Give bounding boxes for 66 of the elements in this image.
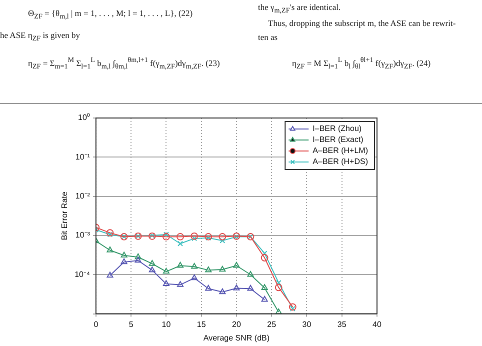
x-tick-label: 25 — [267, 320, 277, 329]
y-axis-title: Bit Error Rate — [60, 191, 70, 240]
point — [191, 274, 198, 280]
x-tick-label: 5 — [128, 320, 134, 329]
point — [106, 272, 114, 278]
y-tick-label: 10⁻² — [75, 192, 90, 201]
point — [120, 258, 128, 264]
point — [162, 280, 170, 286]
x-tick-label: 15 — [196, 320, 206, 329]
x-axis-title: Average SNR (dB) — [203, 333, 270, 342]
point — [219, 288, 226, 294]
legend-label: I–BER (Exact) — [312, 135, 364, 144]
point — [261, 296, 268, 302]
text: η$_{ZF}$ = M Σ$_{l=1}$$^{L}$ b$_{l}$ ∫$_{θl}$$^{θl+1}$ f(γ$_{ZF}$)dγ$_{ZF}$. (24) — [292, 56, 431, 71]
legend-label: I–BER (Zhou) — [312, 124, 362, 134]
point — [148, 260, 156, 266]
point — [261, 284, 268, 290]
point — [247, 284, 254, 291]
point — [134, 253, 142, 260]
point — [191, 262, 198, 269]
point — [274, 284, 282, 292]
legend-label: A–BER (H+DS) — [312, 157, 368, 166]
point — [220, 238, 226, 244]
y-tick-label: 10⁰ — [78, 113, 90, 122]
x-tick-label: 0 — [94, 320, 99, 329]
point — [219, 266, 226, 272]
y-tick-label: 10⁻³ — [75, 230, 90, 240]
y-tick-label: 10⁻⁴ — [74, 270, 90, 279]
point — [218, 233, 226, 240]
legend-label: A–BER (H+LM) — [312, 146, 368, 156]
point — [177, 240, 184, 246]
text: he ASE η$_{ZF}$ is given by — [0, 30, 80, 43]
point — [107, 232, 113, 238]
point — [233, 262, 240, 268]
point — [275, 308, 282, 314]
text: the γ$_{m,ZF}$'s are identical. — [258, 2, 341, 15]
point — [205, 284, 212, 291]
x-tick-label: 20 — [232, 320, 242, 329]
point — [190, 232, 198, 240]
point — [176, 281, 184, 287]
x-tick-label: 35 — [337, 320, 347, 329]
text: Thus, dropping the subscript m, the ASE can be rewrit- — [268, 18, 456, 28]
point — [176, 233, 184, 240]
point — [148, 266, 156, 272]
point — [247, 270, 254, 277]
point — [162, 233, 170, 240]
point — [288, 303, 296, 311]
y-tick-label: 10⁻¹ — [75, 152, 90, 162]
point — [176, 262, 184, 268]
text: Θ$_{ZF}$ = {θ$_{m,l}$ | m = 1, . . . , M; l = 1, . . . , L}, (22) — [28, 8, 193, 21]
point — [120, 252, 128, 258]
point — [106, 229, 114, 237]
text: η$_{ZF}$ = Σ$_{m=1}$$^{M}$ Σ$_{l=1}$$^{L}$ b$_{m,l}$ ∫$_{θm,l}$$^{θm,l+1}$ f(γ$_{m,ZF}$)dγ$_{m,ZF}$. (23) — [28, 56, 220, 71]
point — [262, 250, 268, 256]
point — [134, 256, 142, 263]
x-tick-label: 40 — [372, 320, 382, 329]
point — [260, 254, 268, 262]
point — [290, 306, 296, 312]
point — [233, 284, 240, 290]
point — [162, 268, 170, 274]
point — [106, 246, 114, 252]
text: ten as — [258, 32, 278, 42]
point — [163, 232, 169, 238]
point — [205, 266, 212, 272]
x-tick-label: 10 — [162, 320, 172, 329]
x-tick-label: 30 — [302, 320, 312, 329]
